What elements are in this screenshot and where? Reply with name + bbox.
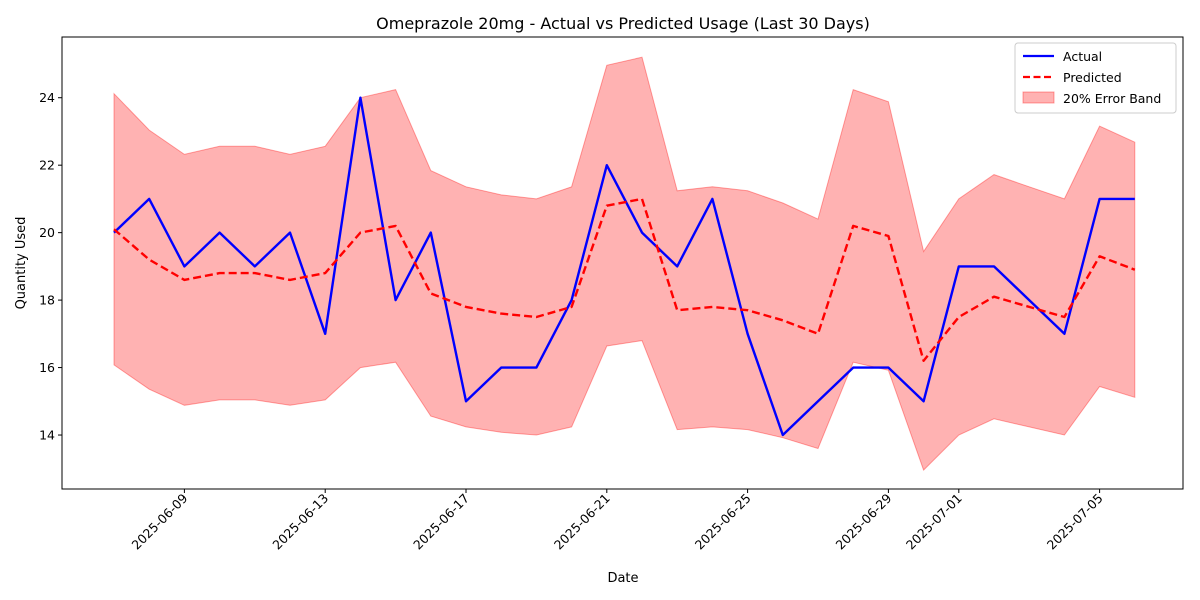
legend-actual-label: Actual bbox=[1063, 49, 1102, 64]
legend-frame bbox=[1014, 42, 1177, 114]
x-axis-label: Date bbox=[607, 571, 638, 586]
legend-predicted-label: Predicted bbox=[1063, 70, 1122, 85]
series-line-predicted bbox=[113, 197, 1136, 362]
legend-band-swatch bbox=[1022, 91, 1055, 104]
chart-title: Omeprazole 20mg - Actual vs Predicted Us… bbox=[376, 14, 870, 33]
x-tick-label: 2025-06-17 bbox=[410, 491, 472, 553]
legend: Actual Predicted 20% Error Band bbox=[1014, 42, 1177, 114]
x-tick-label: 2025-06-13 bbox=[269, 491, 331, 553]
x-tick-label: 2025-06-21 bbox=[551, 491, 613, 553]
series-line-actual bbox=[113, 96, 1135, 437]
x-tick-label: 2025-07-01 bbox=[903, 491, 965, 553]
y-tick-label: 14 bbox=[39, 428, 55, 443]
x-tick-label: 2025-06-25 bbox=[692, 491, 754, 553]
error-band bbox=[113, 56, 1136, 472]
plot-frame bbox=[61, 36, 1184, 490]
x-tick-label: 2025-06-29 bbox=[833, 490, 895, 552]
x-tick-label: 2025-06-09 bbox=[129, 490, 191, 552]
y-axis-label: Quantity Used bbox=[14, 217, 29, 310]
y-tick-label: 24 bbox=[39, 90, 55, 105]
y-tick-label: 22 bbox=[39, 158, 55, 173]
x-tick-label: 2025-07-05 bbox=[1044, 491, 1106, 553]
y-tick-label: 20 bbox=[39, 225, 55, 240]
y-tick-label: 18 bbox=[39, 293, 55, 308]
legend-band-label: 20% Error Band bbox=[1063, 91, 1161, 106]
y-tick-label: 16 bbox=[39, 360, 55, 375]
